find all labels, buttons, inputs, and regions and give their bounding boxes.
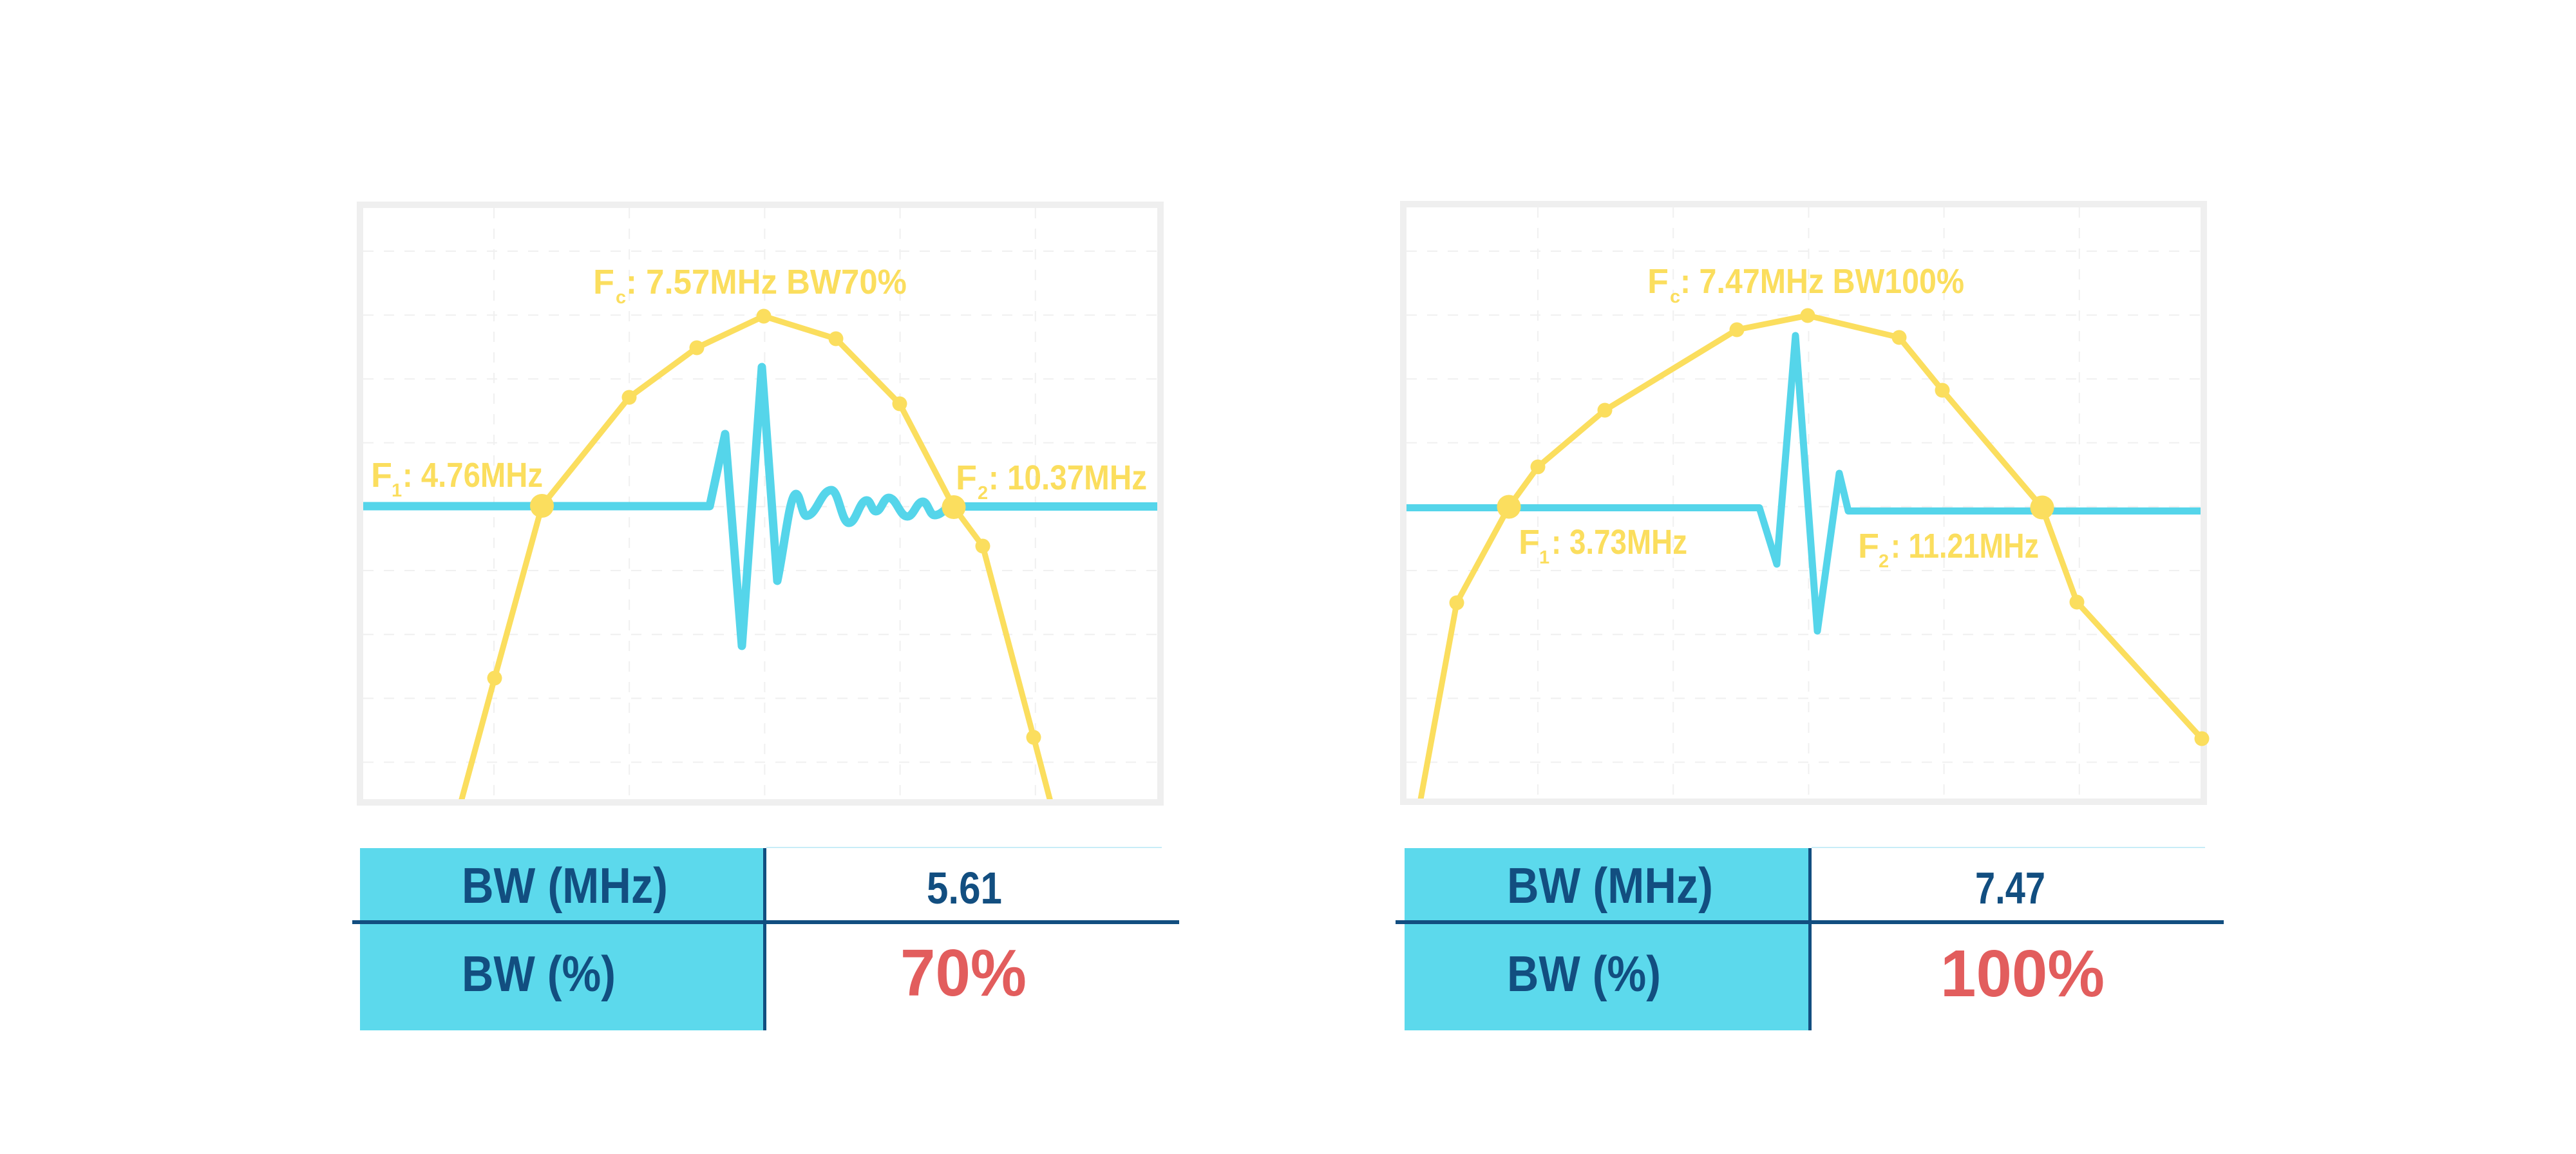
svg-text:5.61: 5.61 xyxy=(927,863,1002,913)
svg-text:c: c xyxy=(1670,287,1680,307)
svg-text:: 3.73MHz: : 3.73MHz xyxy=(1551,523,1687,562)
svg-text:100%: 100% xyxy=(1940,936,2105,1010)
svg-text:: 10.37MHz: : 10.37MHz xyxy=(989,459,1147,497)
svg-text:: 7.47MHz BW100%: : 7.47MHz BW100% xyxy=(1680,262,1964,301)
svg-text:1: 1 xyxy=(1539,547,1549,568)
svg-text:1: 1 xyxy=(392,480,402,501)
svg-text:F: F xyxy=(593,263,614,301)
svg-text:: 4.76MHz: : 4.76MHz xyxy=(402,456,543,495)
svg-text:70%: 70% xyxy=(900,936,1027,1010)
svg-text:F: F xyxy=(956,459,977,497)
svg-text:F: F xyxy=(1519,523,1540,562)
svg-text:F: F xyxy=(1647,262,1669,301)
svg-text:2: 2 xyxy=(1879,551,1889,572)
svg-text:7.47: 7.47 xyxy=(1975,863,2045,913)
svg-text:: 11.21MHz: : 11.21MHz xyxy=(1891,527,2039,565)
svg-text:c: c xyxy=(616,287,626,308)
svg-text:F: F xyxy=(371,456,392,495)
svg-text:BW (%): BW (%) xyxy=(462,945,616,1002)
svg-text:BW (MHz): BW (MHz) xyxy=(1507,857,1713,914)
svg-text:2: 2 xyxy=(978,483,988,504)
svg-text:: 7.57MHz BW70%: : 7.57MHz BW70% xyxy=(626,263,907,301)
svg-text:F: F xyxy=(1858,527,1879,565)
svg-text:BW (MHz): BW (MHz) xyxy=(462,857,668,914)
svg-text:BW (%): BW (%) xyxy=(1507,945,1661,1002)
